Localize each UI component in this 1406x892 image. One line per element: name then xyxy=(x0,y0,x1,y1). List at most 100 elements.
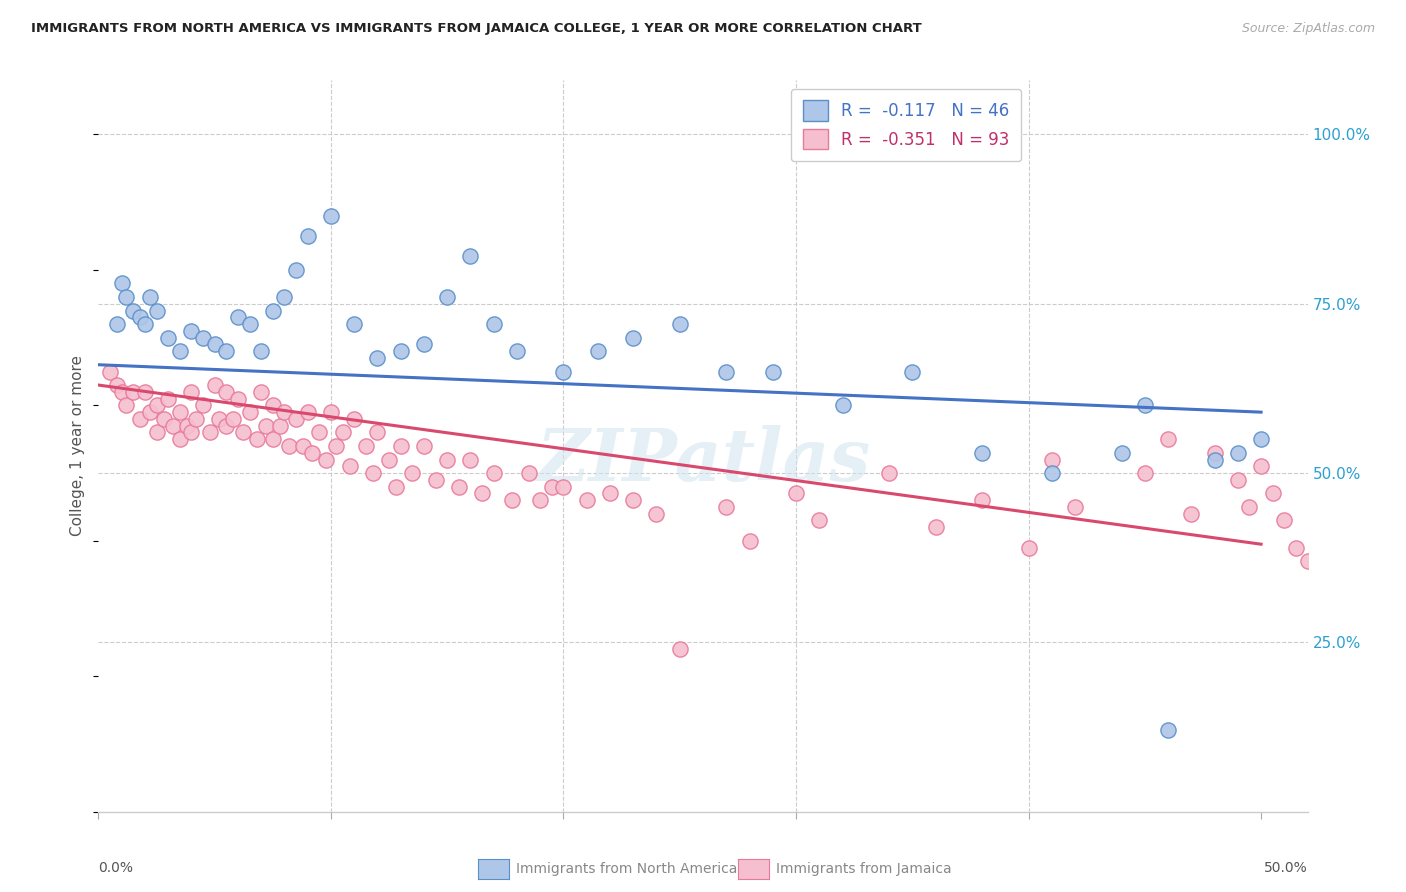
Point xyxy=(262,432,284,446)
Point xyxy=(1250,432,1272,446)
Point xyxy=(115,398,138,412)
Text: IMMIGRANTS FROM NORTH AMERICA VS IMMIGRANTS FROM JAMAICA COLLEGE, 1 YEAR OR MORE: IMMIGRANTS FROM NORTH AMERICA VS IMMIGRA… xyxy=(31,22,922,36)
Point xyxy=(111,277,134,291)
Point xyxy=(152,412,174,426)
Point xyxy=(222,412,245,426)
Point xyxy=(105,378,128,392)
Point xyxy=(239,405,262,419)
Point xyxy=(447,480,470,494)
Point xyxy=(460,249,482,263)
Point xyxy=(285,263,308,277)
Text: Immigrants from North America: Immigrants from North America xyxy=(516,862,737,876)
Point xyxy=(1204,452,1226,467)
Point xyxy=(366,425,388,440)
Point xyxy=(98,364,121,378)
Point xyxy=(319,405,342,419)
Point xyxy=(1272,514,1295,528)
Point xyxy=(180,324,202,338)
Point xyxy=(129,412,152,426)
Point xyxy=(138,405,160,419)
Point xyxy=(308,425,330,440)
Point xyxy=(599,486,621,500)
Point xyxy=(157,392,180,406)
Point xyxy=(254,418,277,433)
Point xyxy=(325,439,347,453)
Point xyxy=(529,493,551,508)
Point xyxy=(924,520,946,534)
Point xyxy=(389,439,412,453)
Point xyxy=(343,412,366,426)
Point xyxy=(162,418,184,433)
Point xyxy=(278,439,301,453)
Text: 0.0%: 0.0% xyxy=(98,861,134,875)
Point xyxy=(105,317,128,331)
Point xyxy=(1226,473,1249,487)
Point xyxy=(482,317,505,331)
Point xyxy=(1111,446,1133,460)
Point xyxy=(292,439,315,453)
Point xyxy=(517,466,540,480)
Y-axis label: College, 1 year or more: College, 1 year or more xyxy=(70,356,86,536)
Point xyxy=(354,439,377,453)
Point xyxy=(389,344,412,359)
Point xyxy=(191,398,214,412)
Point xyxy=(180,425,202,440)
Point xyxy=(1226,446,1249,460)
Point xyxy=(176,418,198,433)
Point xyxy=(215,418,238,433)
Point xyxy=(129,310,152,325)
Point xyxy=(204,378,226,392)
Point xyxy=(1180,507,1202,521)
Point xyxy=(401,466,423,480)
Point xyxy=(215,344,238,359)
Point xyxy=(575,493,598,508)
Point xyxy=(1064,500,1087,514)
Point xyxy=(122,384,145,399)
Point xyxy=(436,290,458,304)
Point xyxy=(134,317,156,331)
Point xyxy=(482,466,505,480)
Point xyxy=(239,317,262,331)
Point xyxy=(145,303,167,318)
Point xyxy=(1296,554,1319,568)
Point xyxy=(285,412,308,426)
Point xyxy=(901,364,924,378)
Point xyxy=(716,364,738,378)
Point xyxy=(208,412,231,426)
Point xyxy=(297,229,319,244)
Point xyxy=(169,344,191,359)
Point xyxy=(169,432,191,446)
Point xyxy=(762,364,785,378)
Point xyxy=(226,310,249,325)
Point xyxy=(553,480,575,494)
Point xyxy=(1285,541,1308,555)
Point xyxy=(262,398,284,412)
Point xyxy=(122,303,145,318)
Point xyxy=(385,480,408,494)
Point xyxy=(145,398,167,412)
Point xyxy=(1157,432,1180,446)
Point xyxy=(621,331,644,345)
Point xyxy=(413,337,436,351)
Point xyxy=(808,514,831,528)
Point xyxy=(226,392,249,406)
Point xyxy=(1157,723,1180,738)
Point xyxy=(245,432,267,446)
Point xyxy=(877,466,900,480)
Point xyxy=(1018,541,1040,555)
Point xyxy=(785,486,807,500)
Point xyxy=(668,642,690,657)
Point xyxy=(232,425,254,440)
Point xyxy=(716,500,738,514)
Point xyxy=(191,331,214,345)
Text: 50.0%: 50.0% xyxy=(1264,861,1308,875)
Point xyxy=(215,384,238,399)
Point xyxy=(425,473,447,487)
Point xyxy=(1261,486,1284,500)
Point xyxy=(460,452,482,467)
Point xyxy=(269,418,291,433)
Point xyxy=(138,290,160,304)
Point xyxy=(1040,452,1063,467)
Point xyxy=(970,493,993,508)
Point xyxy=(738,533,761,548)
